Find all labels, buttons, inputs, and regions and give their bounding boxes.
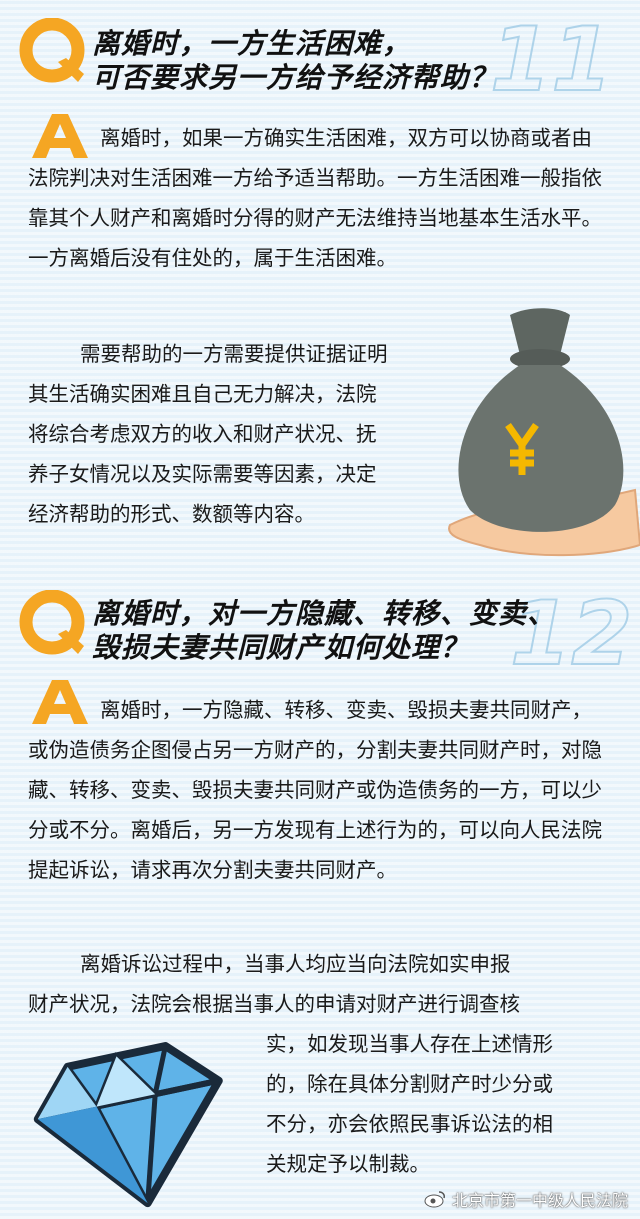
answer-line: 其生活确实困难且自己无力解决，法院 (28, 382, 377, 406)
answer-11-paragraph-2: 需要帮助的一方需要提供证据证明 其生活确实困难且自己无力解决，法院 将综合考虑双… (28, 334, 448, 534)
answer-12-paragraph-1: 离婚时，一方隐藏、转移、变卖、毁损夫妻共同财产，或伪造债务企图侵占另一方财产的，… (28, 698, 602, 882)
answer-line: 养子女情况以及实际需要等因素，决定 (28, 462, 377, 486)
weibo-icon (424, 1191, 445, 1208)
answer-line: 财产状况，法院会根据当事人的申请对财产进行调查核 (28, 992, 520, 1016)
answer-line: 离婚诉讼过程中，当事人均应当向法院如实申报 (80, 952, 511, 976)
answer-11-paragraph-1: 离婚时，如果一方确实生活困难，双方可以协商或者由法院判决对生活困难一方给予适当帮… (28, 126, 602, 270)
answer-line: 的，除在具体分割财产时少分或 (266, 1072, 553, 1096)
question-title-line1: 离婚时，一方生活困难， (92, 27, 412, 60)
question-number: 12 (509, 581, 633, 686)
answer-line: 实，如发现当事人存在上述情形 (266, 1032, 553, 1056)
a-letter-icon (32, 114, 88, 158)
a-letter-icon (32, 680, 88, 724)
answer-line: 经济帮助的形式、数额等内容。 (28, 502, 315, 526)
question-title-line1: 离婚时，对一方隐藏、转移、变卖、 (92, 597, 557, 630)
question-title-line2: 毁损夫妻共同财产如何处理？ (92, 631, 470, 664)
answer-line: 需要帮助的一方需要提供证据证明 (80, 342, 388, 366)
diamond-icon (33, 1042, 223, 1208)
q-letter-icon (19, 590, 85, 655)
answer-line: 关规定予以制裁。 (266, 1152, 430, 1176)
q-letter-icon (19, 18, 85, 83)
footer-text: 北京市第一中级人民法院 (451, 1191, 628, 1210)
answer-line: 将综合考虑双方的收入和财产状况、抚 (28, 422, 377, 446)
footer-watermark: 北京市第一中级人民法院 (424, 1187, 628, 1211)
question-title-line2: 可否要求另一方给予经济帮助？ (92, 61, 499, 94)
answer-12-paragraph-2: 离婚诉讼过程中，当事人均应当向法院如实申报 财产状况，法院会根据当事人的申请对财… (28, 944, 628, 1184)
money-bag-icon: ¥ (448, 308, 640, 557)
question-number: 11 (489, 7, 613, 112)
answer-line: 不分，亦会依照民事诉讼法的相 (266, 1112, 553, 1136)
